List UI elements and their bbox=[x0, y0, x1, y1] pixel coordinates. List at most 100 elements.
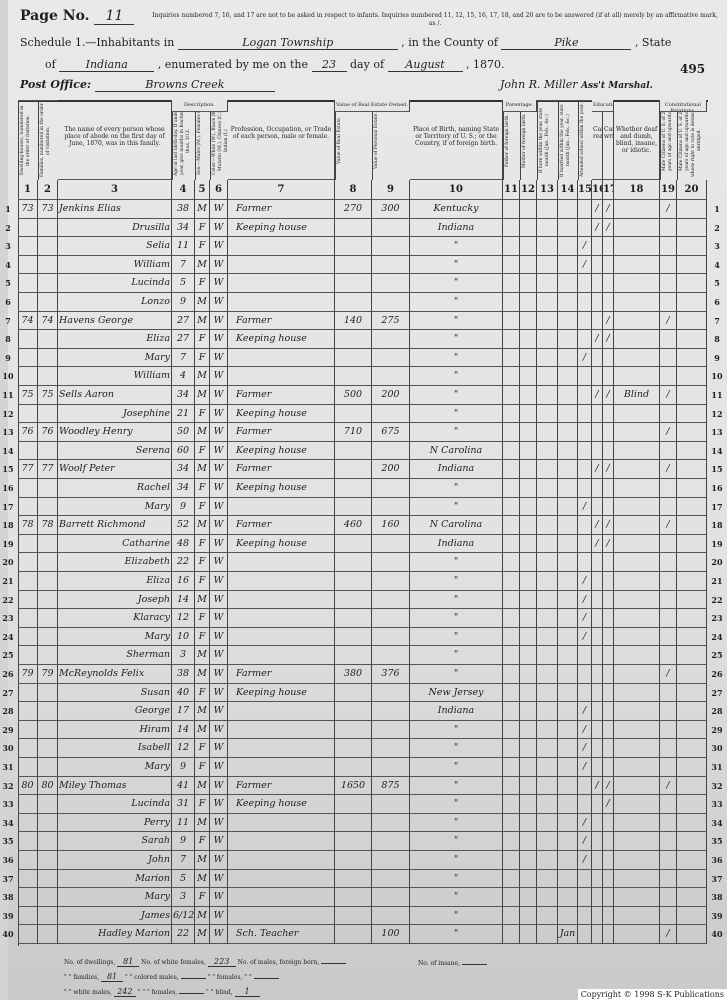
table-cell-col-7: Keeping house bbox=[228, 404, 335, 424]
table-cell-col-7 bbox=[228, 851, 335, 870]
table-cell-col-13 bbox=[537, 200, 558, 219]
table-cell-col-4: 9 bbox=[172, 497, 195, 517]
table-cell-col-1 bbox=[18, 218, 38, 238]
table-cell-col-10: " bbox=[410, 609, 503, 628]
table-cell-col-17 bbox=[603, 553, 614, 572]
line-number-left: 4 bbox=[5, 259, 11, 270]
table-cell-col-20 bbox=[677, 497, 707, 517]
table-cell-col-11 bbox=[503, 572, 520, 591]
table-cell-col-11 bbox=[503, 516, 520, 535]
table-cell-col-9: 376 bbox=[372, 665, 410, 684]
column-header-6: Color.—White (W.), Black (B.), Mulatto (… bbox=[210, 100, 228, 180]
table-cell-col-13 bbox=[537, 255, 558, 275]
table-cell-col-20 bbox=[677, 330, 707, 349]
table-cell-col-20 bbox=[677, 534, 707, 554]
column-number-3: 3 bbox=[58, 180, 172, 200]
table-cell-col-9 bbox=[372, 720, 410, 740]
table-cell-col-10: " bbox=[410, 665, 503, 684]
table-cell-col-12 bbox=[520, 274, 537, 293]
table-cell-col-18 bbox=[614, 683, 660, 703]
table-cell-col-14 bbox=[558, 888, 578, 907]
table-cell-col-4: 5 bbox=[172, 274, 195, 293]
table-cell-col-6: W bbox=[210, 627, 228, 647]
table-cell-col-11 bbox=[503, 386, 520, 405]
line-number-left: 35 bbox=[2, 836, 14, 847]
table-cell-col-3: Rachel bbox=[58, 479, 172, 498]
table-cell-col-5: F bbox=[195, 553, 210, 572]
column-header-7: Profession, Occupation, or Trade of each… bbox=[228, 100, 335, 180]
line-number-right: 9 bbox=[714, 352, 720, 363]
line-number-left: 29 bbox=[2, 724, 14, 735]
table-cell-col-1 bbox=[18, 255, 38, 275]
table-cell-col-7 bbox=[228, 274, 335, 293]
table-cell-col-18 bbox=[614, 404, 660, 424]
table-cell-col-3: Drusilla bbox=[58, 218, 172, 238]
table-cell-col-14 bbox=[558, 479, 578, 498]
table-cell-col-5: M bbox=[195, 925, 210, 944]
table-cell-col-2: 77 bbox=[38, 460, 58, 479]
table-cell-col-9 bbox=[372, 851, 410, 870]
table-cell-col-18 bbox=[614, 702, 660, 721]
table-cell-col-3: Jenkins Elias bbox=[58, 200, 172, 219]
table-cell-col-15 bbox=[578, 311, 592, 331]
table-cell-col-5: F bbox=[195, 404, 210, 424]
state-value: Indiana bbox=[59, 58, 155, 72]
table-cell-col-12 bbox=[520, 720, 537, 740]
year-label: , 1870. bbox=[466, 58, 505, 71]
line-number-left: 18 bbox=[2, 520, 14, 531]
table-cell-col-7: Farmer bbox=[228, 386, 335, 405]
table-cell-col-2: 73 bbox=[38, 200, 58, 219]
table-cell-col-6: W bbox=[210, 386, 228, 405]
table-cell-col-4: 6/12 bbox=[172, 906, 195, 926]
table-cell-col-17: / bbox=[603, 200, 614, 219]
table-cell-col-5: M bbox=[195, 851, 210, 870]
table-cell-col-9: 200 bbox=[372, 386, 410, 405]
table-cell-col-4: 52 bbox=[172, 516, 195, 535]
table-cell-col-10: " bbox=[410, 404, 503, 424]
table-cell-col-3: Woodley Henry bbox=[58, 423, 172, 442]
table-cell-col-3: James bbox=[58, 906, 172, 926]
table-cell-col-1: 80 bbox=[18, 776, 38, 796]
table-cell-col-5: M bbox=[195, 460, 210, 479]
table-cell-col-18 bbox=[614, 813, 660, 833]
table-cell-col-15: / bbox=[578, 348, 592, 368]
table-cell-col-15 bbox=[578, 293, 592, 312]
table-cell-col-11 bbox=[503, 888, 520, 907]
table-cell-col-8 bbox=[335, 274, 372, 293]
table-cell-col-8 bbox=[335, 553, 372, 572]
table-cell-col-2 bbox=[38, 237, 58, 256]
table-cell-col-8 bbox=[335, 925, 372, 944]
line-number-right: 24 bbox=[711, 631, 723, 642]
table-cell-col-14 bbox=[558, 330, 578, 349]
table-cell-col-8 bbox=[335, 795, 372, 814]
table-cell-col-15 bbox=[578, 776, 592, 796]
table-cell-col-14 bbox=[558, 795, 578, 814]
table-cell-col-11 bbox=[503, 590, 520, 610]
table-cell-col-13 bbox=[537, 869, 558, 889]
table-cell-col-16 bbox=[592, 665, 603, 684]
table-cell-col-9 bbox=[372, 869, 410, 889]
table-cell-col-5: F bbox=[195, 572, 210, 591]
table-cell-col-14 bbox=[558, 460, 578, 479]
table-cell-col-20 bbox=[677, 441, 707, 461]
table-cell-col-14 bbox=[558, 274, 578, 293]
table-cell-col-17 bbox=[603, 832, 614, 851]
table-cell-col-6: W bbox=[210, 665, 228, 684]
table-cell-col-13 bbox=[537, 293, 558, 312]
table-cell-col-20 bbox=[677, 572, 707, 591]
table-cell-col-11 bbox=[503, 776, 520, 796]
table-cell-col-17 bbox=[603, 479, 614, 498]
table-cell-col-11 bbox=[503, 683, 520, 703]
table-cell-col-5: F bbox=[195, 274, 210, 293]
table-cell-col-17 bbox=[603, 609, 614, 628]
table-cell-col-4: 7 bbox=[172, 851, 195, 870]
table-cell-col-8 bbox=[335, 739, 372, 758]
table-cell-col-7: Keeping house bbox=[228, 479, 335, 498]
table-cell-col-5: F bbox=[195, 479, 210, 498]
column-number-10: 10 bbox=[410, 180, 503, 200]
table-cell-col-2 bbox=[38, 906, 58, 926]
white-females-label: No. of white females, bbox=[141, 959, 206, 966]
table-cell-col-18 bbox=[614, 497, 660, 517]
table-cell-col-18 bbox=[614, 441, 660, 461]
table-cell-col-17 bbox=[603, 274, 614, 293]
